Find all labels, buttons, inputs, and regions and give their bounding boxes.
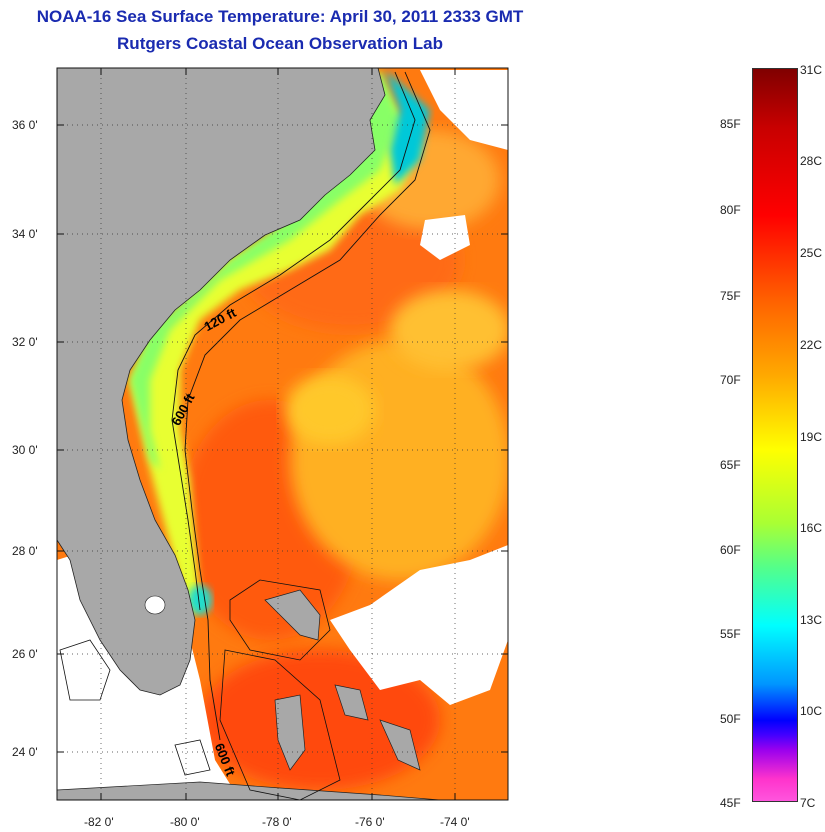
lake [144, 595, 166, 615]
colorbar-label-c: 13C [800, 613, 823, 627]
map-frame [56, 67, 509, 801]
colorbar-label-c: 7C [800, 796, 816, 810]
isobath-bahamas [229, 579, 331, 661]
lat-label: 36 0' [12, 118, 38, 132]
colorbar-label-c: 19C [800, 430, 823, 444]
lat-label: 34 0' [12, 227, 38, 241]
isobath-gulf [174, 739, 211, 776]
bahamas-island [274, 694, 306, 771]
graticule [57, 68, 508, 800]
cool-patch [285, 375, 375, 445]
lat-label: 24 0' [12, 745, 38, 759]
lon-label: -74 0' [440, 815, 470, 829]
colorbar-label-c: 16C [800, 521, 823, 535]
temperature-colorbar [752, 68, 798, 802]
colorbar-label-c: 28C [800, 154, 823, 168]
cold-water [385, 70, 430, 185]
lon-label: -78 0' [262, 815, 292, 829]
cloud-area [420, 215, 470, 260]
map-title: NOAA-16 Sea Surface Temperature: April 3… [36, 7, 524, 26]
colorbar-label-c: 22C [800, 338, 823, 352]
lon-label: -82 0' [84, 815, 114, 829]
shelf-water [130, 70, 420, 620]
colorbar-label-f: 85F [720, 117, 741, 131]
colorbar-label-f: 60F [720, 543, 741, 557]
cloud-area [330, 545, 508, 705]
lat-label: 28 0' [12, 544, 38, 558]
lat-label: 30 0' [12, 443, 38, 457]
colorbar-label-f: 55F [720, 627, 741, 641]
bahamas-island [379, 719, 421, 771]
lat-label: 26 0' [12, 647, 38, 661]
isobath-120ft [171, 71, 416, 611]
bahamas-island [334, 684, 369, 721]
colorbar-label-f: 70F [720, 373, 741, 387]
us-land [57, 68, 386, 696]
cloud-area [420, 70, 508, 150]
cuba-land [57, 781, 441, 800]
bahamas-island [264, 589, 321, 641]
colorbar-label-c: 25C [800, 246, 823, 260]
lon-label: -80 0' [170, 815, 200, 829]
frame-ticks [57, 68, 508, 800]
colorbar-label-f: 50F [720, 712, 741, 726]
isobath-gulf [59, 639, 111, 701]
isobath-bahamas [219, 649, 341, 800]
isobath-600ft [184, 71, 431, 741]
lon-label: -76 0' [355, 815, 385, 829]
colorbar-label-c: 31C [800, 63, 823, 77]
colorbar-label-f: 65F [720, 458, 741, 472]
cool-patch [390, 290, 508, 370]
colorbar-label-f: 75F [720, 289, 741, 303]
map-subtitle: Rutgers Coastal Ocean Observation Lab [117, 34, 443, 53]
colorbar-label-c: 10C [800, 704, 823, 718]
colorbar-label-f: 80F [720, 203, 741, 217]
colorbar-label-f: 45F [720, 796, 741, 810]
lat-label: 32 0' [12, 335, 38, 349]
